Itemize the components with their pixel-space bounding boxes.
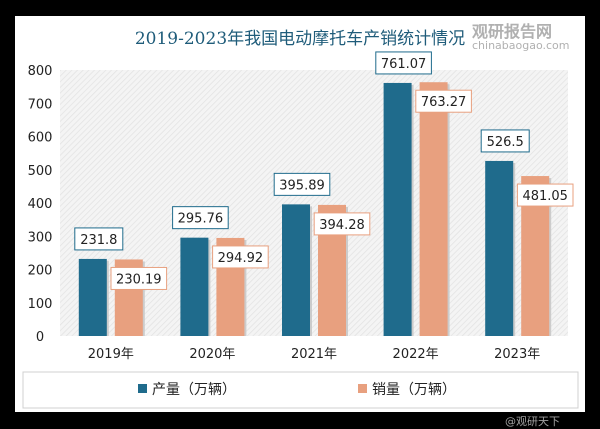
data-label: 294.92	[218, 251, 264, 266]
legend-label: 销量（万辆）	[372, 382, 456, 398]
bar-production	[180, 237, 209, 336]
watermark-brand: 观研报告网	[472, 22, 553, 41]
y-tick-label: 700	[28, 97, 53, 112]
y-tick-label: 400	[28, 197, 53, 212]
data-label-box	[415, 89, 472, 113]
data-label: 763.27	[421, 95, 467, 110]
x-tick-label: 2022年	[393, 347, 439, 362]
chart-title: 2019-2023年我国电动摩托车产销统计情况	[135, 29, 465, 49]
y-tick-label: 300	[28, 230, 53, 245]
y-tick-label: 800	[28, 64, 53, 79]
data-label-box	[212, 245, 269, 269]
bar-production	[485, 160, 514, 336]
data-label-box	[74, 227, 124, 251]
data-label: 761.07	[381, 57, 427, 72]
data-label-box	[516, 183, 574, 207]
data-label: 230.19	[116, 272, 162, 287]
y-tick-label: 600	[28, 131, 53, 146]
legend-swatch	[358, 384, 367, 393]
data-label-box	[172, 206, 229, 230]
data-label-box	[110, 266, 168, 290]
data-label-box	[273, 172, 331, 196]
data-label: 481.05	[522, 189, 568, 204]
x-tick-label: 2021年	[291, 347, 337, 362]
x-tick-label: 2019年	[88, 347, 134, 362]
y-tick-label: 200	[28, 264, 53, 279]
data-label: 394.28	[319, 218, 365, 233]
bar-production	[383, 82, 412, 337]
legend-label: 产量（万辆）	[152, 382, 236, 398]
watermark-url: chinabaogao.com	[472, 39, 570, 52]
data-label: 395.89	[279, 178, 325, 193]
legend-box	[22, 371, 579, 409]
watermark-handle: @观研天下	[505, 415, 560, 428]
y-tick-label: 500	[28, 164, 53, 179]
data-label: 295.76	[178, 212, 224, 227]
data-label-box	[480, 129, 530, 153]
data-label: 526.5	[487, 135, 524, 150]
data-label-box	[313, 212, 371, 236]
bar-production	[78, 258, 107, 336]
bar-sales	[419, 82, 448, 336]
x-tick-label: 2020年	[189, 347, 235, 362]
data-label-box	[375, 51, 432, 75]
data-label: 231.8	[80, 233, 117, 248]
y-tick-label: 100	[28, 297, 53, 312]
x-tick-label: 2023年	[494, 347, 540, 362]
y-tick-label: 0	[36, 330, 44, 345]
legend-swatch	[138, 384, 147, 393]
bar-production	[282, 204, 310, 336]
